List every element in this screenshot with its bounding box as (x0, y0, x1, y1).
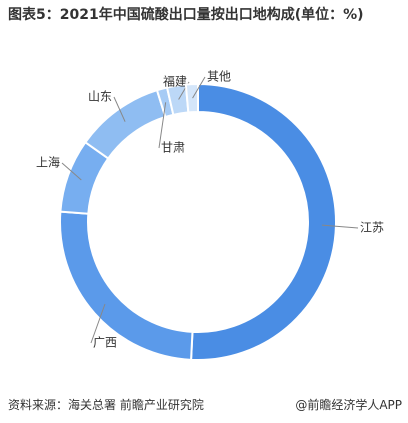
donut-segment (59, 210, 194, 361)
segment-label: 上海 (36, 155, 60, 170)
segment-label: 江苏 (360, 221, 384, 235)
leader-line (113, 96, 126, 122)
leader-line (321, 224, 359, 229)
segment-label: 甘肃 (161, 141, 185, 155)
segment-label: 福建 (163, 74, 187, 89)
source: 资料来源：海关总署 前瞻产业研究院 (8, 398, 204, 412)
segment-label: 其他 (207, 70, 231, 84)
donut-segment (190, 82, 337, 361)
brand: @前瞻经济学人APP (295, 398, 402, 412)
leader-line (158, 102, 167, 149)
leader-line (192, 76, 206, 99)
leader-line (90, 303, 106, 344)
leader-line (61, 162, 82, 181)
segment-label: 山东 (88, 90, 112, 104)
chart-title: 图表5：2021年中国硫酸出口量按出口地构成(单位：%) (8, 7, 364, 23)
donut-segment (184, 82, 199, 114)
segment-label: 广西 (93, 336, 117, 350)
